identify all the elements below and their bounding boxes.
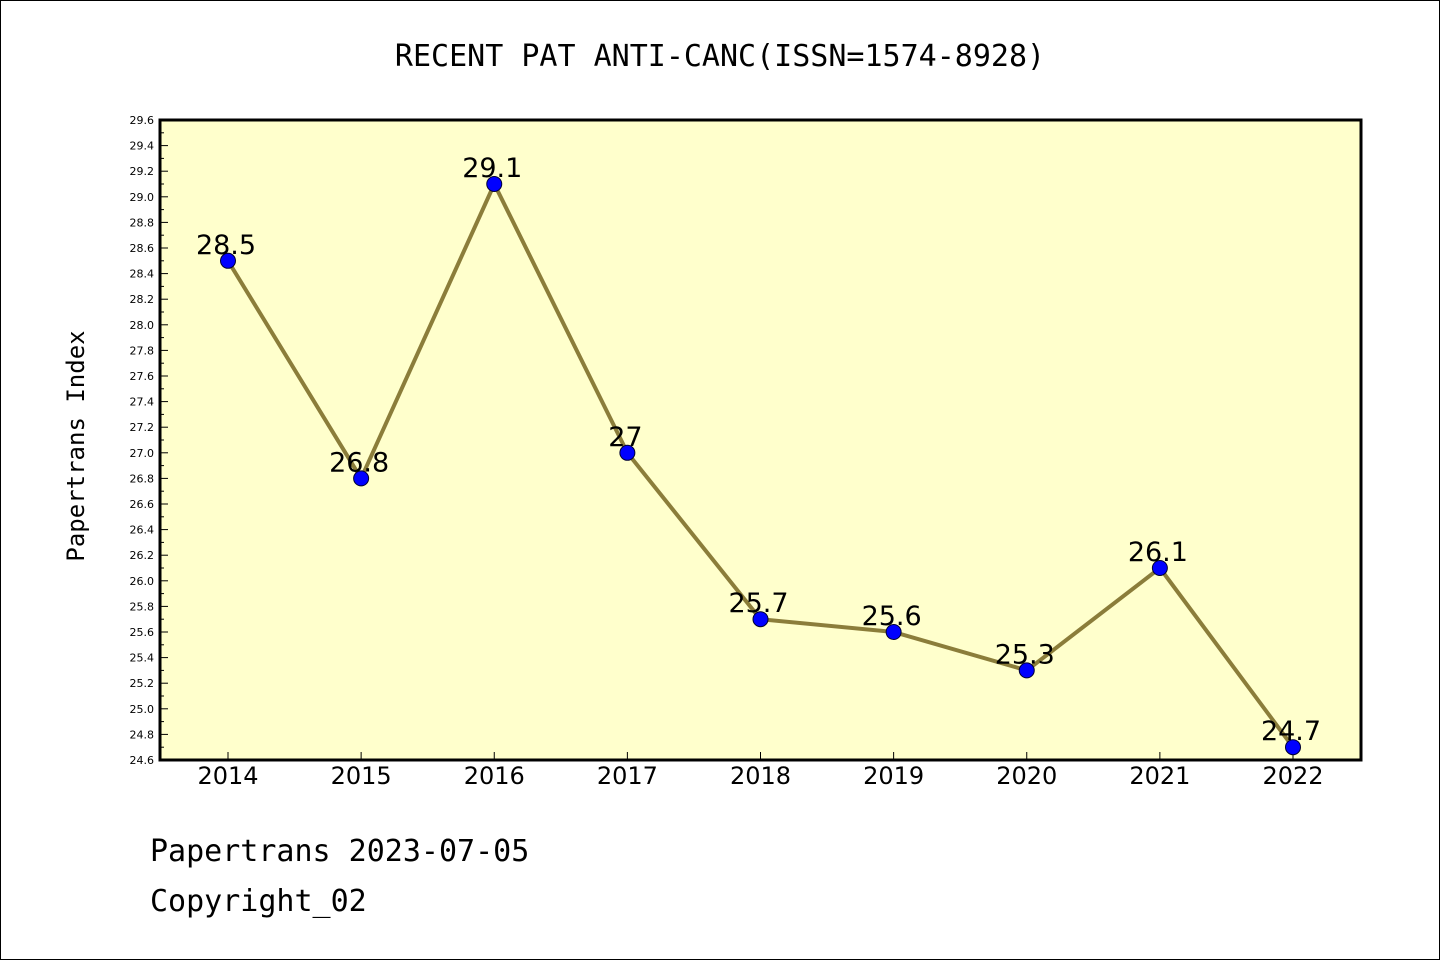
y-tick-label: 26.4	[130, 524, 155, 537]
y-tick-label: 29.0	[130, 191, 155, 204]
y-tick-label: 25.2	[130, 677, 155, 690]
data-label: 25.3	[995, 639, 1055, 670]
y-tick-label: 25.8	[130, 600, 155, 613]
y-axis-ticks: 24.6 24.8 25.0 25.2 25.4 25.6 25.8 26.0 26.2 26.4…	[130, 114, 168, 767]
chart-title: RECENT PAT ANTI-CANC(ISSN=1574-8928)	[395, 39, 1045, 74]
x-tick-label: 2018	[730, 762, 791, 790]
y-tick-label: 27.0	[130, 447, 155, 460]
data-label: 25.7	[728, 588, 788, 619]
x-tick-label: 2014	[197, 762, 258, 790]
y-axis-label: Papertrans Index	[62, 330, 90, 561]
y-tick-label: 28.8	[130, 216, 155, 229]
y-tick-label: 26.8	[130, 472, 155, 485]
x-axis-ticks: 2014 2015 2016 2017 2018 2019 2020 2021 2022	[197, 752, 1324, 790]
data-label: 28.5	[196, 230, 256, 261]
y-tick-label: 27.6	[130, 370, 155, 383]
x-tick-label: 2021	[1129, 762, 1190, 790]
y-tick-label: 27.2	[130, 421, 155, 434]
data-point	[752, 611, 769, 628]
y-tick-label: 28.6	[130, 242, 155, 255]
data-point	[1285, 739, 1301, 756]
y-tick-label: 28.0	[130, 319, 155, 332]
y-tick-label: 24.8	[130, 728, 155, 741]
data-label: 27	[608, 422, 642, 453]
x-tick-label: 2015	[331, 762, 392, 790]
data-point	[353, 470, 370, 487]
y-tick-label: 26.0	[130, 575, 155, 588]
x-tick-label: 2022	[1262, 762, 1323, 790]
data-point	[1018, 662, 1035, 679]
y-tick-label: 26.2	[130, 549, 155, 562]
y-tick-label: 29.2	[130, 165, 155, 178]
x-tick-label: 2019	[863, 762, 924, 790]
data-point	[885, 624, 902, 640]
data-markers	[220, 176, 1301, 756]
data-labels: 28.5 26.8 29.1 27 25.7 25.6 25.3 26.1 24.7	[196, 153, 1321, 747]
y-tick-label: 25.4	[130, 652, 155, 665]
x-tick-label: 2016	[464, 762, 525, 790]
footer-date-text: Papertrans 2023-07-05	[150, 834, 530, 869]
data-label: 29.1	[462, 153, 522, 184]
data-point	[220, 252, 236, 269]
data-point	[1151, 560, 1168, 576]
data-point	[486, 176, 503, 192]
y-tick-label: 24.6	[130, 754, 155, 767]
x-tick-label: 2020	[996, 762, 1057, 790]
y-tick-label: 25.0	[130, 703, 155, 716]
y-tick-label: 29.6	[130, 114, 155, 127]
data-point	[619, 444, 636, 461]
y-tick-label: 26.6	[130, 498, 155, 511]
y-tick-label: 28.4	[130, 268, 155, 281]
y-tick-label: 28.2	[130, 293, 155, 306]
data-label: 24.7	[1261, 716, 1321, 747]
y-tick-label: 27.8	[130, 344, 155, 357]
plot-area	[158, 118, 1363, 762]
y-tick-label: 29.4	[130, 140, 155, 153]
data-label: 25.6	[862, 601, 922, 632]
data-label: 26.1	[1128, 537, 1188, 568]
data-label: 26.8	[329, 447, 389, 478]
footer-copyright-text: Copyright_02	[150, 884, 367, 919]
y-tick-label: 27.4	[130, 396, 155, 409]
y-tick-label: 25.6	[130, 626, 155, 639]
x-tick-label: 2017	[597, 762, 658, 790]
